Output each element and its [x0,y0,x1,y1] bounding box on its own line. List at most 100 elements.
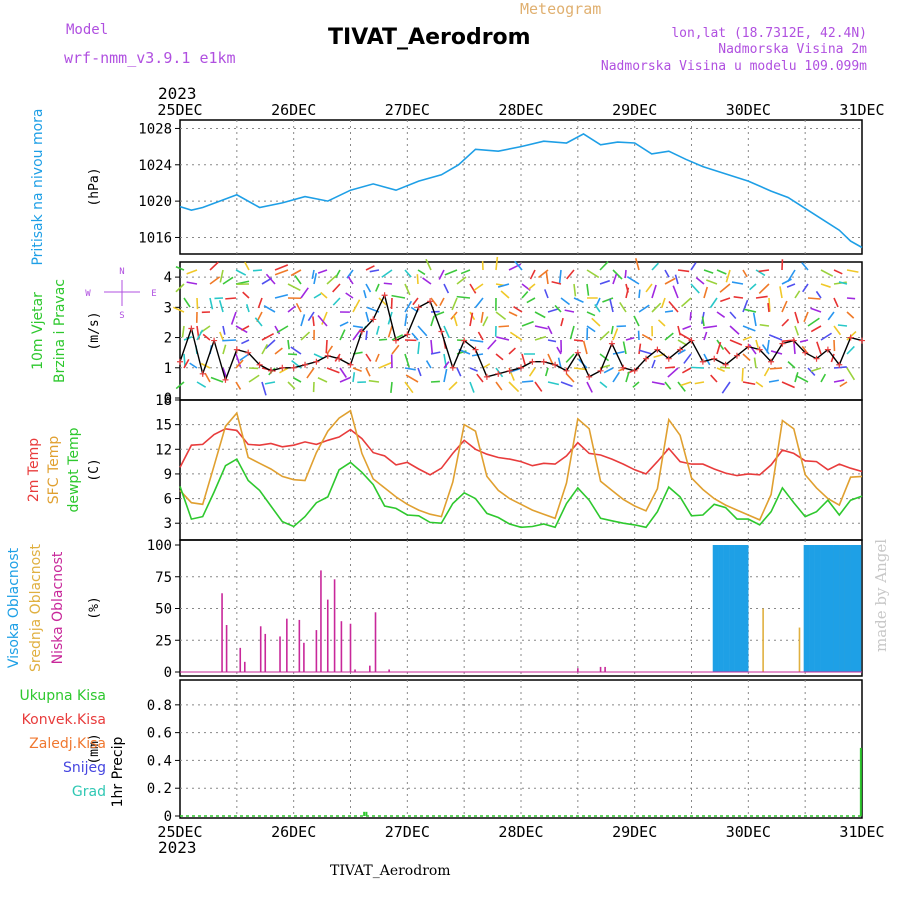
wind-arrow [276,325,289,334]
wind-frame [179,261,863,401]
wind-arrow [425,360,432,369]
visoka-bar [855,545,859,672]
wind-point [506,367,513,374]
year-bottom: 2023 [158,838,197,857]
wind-arrow [434,311,445,317]
wind-arrow [586,269,600,279]
wind-arrow [839,381,848,388]
wind-arrow [482,363,491,369]
visoka-bar [858,545,862,672]
wind-arrow [763,367,770,377]
temperature-unit: (C) [87,458,102,481]
wind-arrow [534,311,546,319]
wind-arrow [495,311,507,321]
wind-arrow [690,283,700,294]
wind-arrow [680,297,692,308]
wind-arrow [564,309,575,313]
wind-arrow [317,377,328,383]
x-tick-bottom-0: 25DEC [157,823,202,841]
wind-arrow [186,281,198,285]
wind-point [370,316,377,323]
wind-arrow [534,335,547,341]
clouds-bar [264,633,267,672]
wind-arrow [352,372,356,383]
wind-arrow [263,305,276,313]
wind-arrow [495,256,499,271]
wind-arrow [664,332,674,341]
wind-arrow [521,320,534,327]
temperature-ytick-label: 15 [155,418,172,434]
x-tick-bottom-2: 27DEC [385,823,430,841]
wind-arrow [664,269,670,278]
wind-arrow [235,269,247,276]
wind-arrow [706,279,718,285]
clouds-unit: (%) [87,596,102,619]
elevation-real: Nadmorska Visina 2m [718,42,867,57]
clouds-bar [599,666,602,672]
wind-arrow [681,367,692,374]
wind-arrow [703,286,709,299]
wind-arrow [404,353,410,368]
wind-arrow [443,361,450,369]
wind-arrow [634,258,640,271]
wind-arrow [222,276,234,285]
x-tick-bottom-3: 28DEC [498,823,543,841]
wind-arrow [339,321,349,327]
wind-point [438,328,445,335]
wind-arrow [183,297,191,308]
x-tick-top-3: 28DEC [498,101,543,119]
wind-point [654,346,661,353]
visoka-bar [811,545,815,672]
wind-point [631,367,638,374]
visoka-bar [803,545,807,672]
wind-arrow [438,269,445,280]
wind-arrow [500,290,510,299]
wind-arrow [239,353,250,362]
wind-arrow [694,381,705,385]
wind-arrow [682,325,692,330]
precip-unit: (mm) [87,733,102,764]
visoka-bar [850,545,854,672]
wind-arrow [294,275,302,285]
wind-arrow [456,367,462,377]
wind-arrow [469,283,477,294]
wind-arrow [274,293,289,299]
wind-arrow [703,269,714,274]
wind-arrow [508,347,516,355]
wind-arrow [339,367,348,378]
wind-arrow [425,258,432,271]
wind-arrow [827,311,835,321]
clouds-bar [320,570,322,672]
wind-point [677,346,684,353]
wind-arrow [495,381,503,391]
wind-arrow [716,269,727,275]
wind-arrow [833,325,842,336]
wind-arrow [695,277,705,285]
wind-point [336,355,343,362]
wind-arrow [545,270,549,285]
wind-arrow [612,371,620,383]
wind-arrow [612,273,618,285]
wind-point [779,340,786,347]
compass-n: N [119,267,124,277]
wind-point [461,337,468,344]
wind-arrow [183,359,190,369]
wind-arrow [514,260,523,271]
visoka-bar [737,545,741,672]
wind-arrow [521,353,527,367]
wind-arrow [311,269,315,280]
clouds-bar [388,669,390,672]
visoka-bar [847,545,851,672]
wind-point [643,355,650,362]
wind-arrow [677,269,690,273]
wind-arrow [690,262,697,271]
wind-arrow [820,332,832,341]
wind-arrow [222,344,227,355]
wind-arrow [529,269,536,280]
wind-arrow [846,297,856,300]
wind-arrow [720,297,731,303]
wind-arrow [633,315,640,327]
precip-legend-3: Snijeg [63,760,106,776]
